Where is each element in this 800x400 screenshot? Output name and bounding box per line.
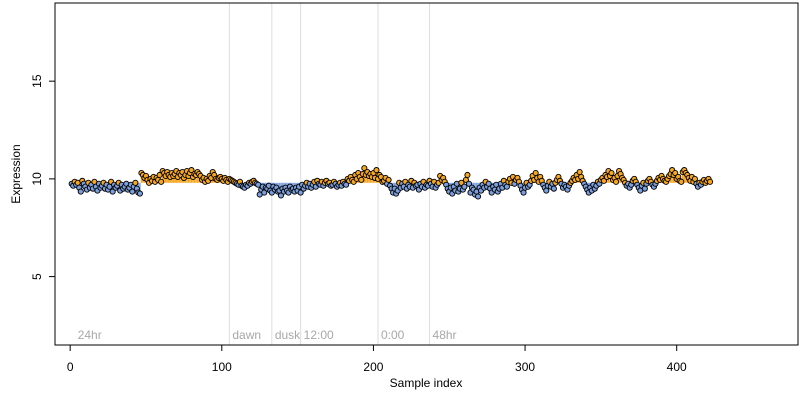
data-point	[532, 169, 539, 177]
x-tick-label: 100	[212, 360, 232, 374]
x-tick-label: 300	[515, 360, 535, 374]
data-point	[608, 169, 615, 177]
data-point	[188, 167, 195, 174]
data-point	[458, 179, 465, 186]
x-axis-title: Sample index	[390, 376, 463, 390]
y-tick-label: 5	[30, 273, 44, 280]
data-point	[277, 192, 284, 199]
y-tick-label: 10	[30, 172, 44, 186]
data-point	[678, 178, 685, 185]
data-point	[503, 183, 510, 190]
data-point	[343, 181, 350, 188]
data-point	[520, 189, 527, 196]
y-axis-title: Expression	[9, 144, 23, 203]
data-point	[475, 193, 482, 200]
data-point	[77, 188, 84, 195]
data-point	[576, 168, 583, 176]
y-tick-label: 15	[30, 74, 44, 88]
data-point	[707, 178, 714, 185]
x-tick-label: 0	[67, 360, 74, 374]
annotation-label-1: dawn	[232, 328, 261, 342]
data-point	[136, 190, 143, 197]
annotation-label-0: 24hr	[78, 328, 102, 342]
annotation-label-3: 12:00	[304, 328, 334, 342]
data-point	[672, 169, 679, 177]
x-tick-label: 200	[363, 360, 383, 374]
annotation-lines	[228, 3, 431, 345]
data-point	[158, 178, 165, 185]
data-point	[543, 187, 550, 194]
data-point	[464, 171, 471, 179]
annotation-labels: 24hr dawn dusk 12:00 0:00 48hr	[78, 328, 457, 342]
data-point	[461, 183, 468, 190]
y-axis: 5 10 15	[30, 74, 56, 280]
data-point	[465, 180, 473, 187]
data-point	[385, 176, 392, 183]
x-tick-label: 400	[667, 360, 687, 374]
data-point	[550, 185, 557, 192]
data-point	[109, 188, 116, 195]
data-point	[691, 175, 698, 182]
data-point	[132, 179, 139, 186]
x-axis: 0 100 200 300 400	[67, 344, 687, 374]
data-points	[68, 165, 714, 200]
data-point	[361, 165, 368, 172]
data-point	[358, 176, 365, 183]
data-point	[297, 189, 304, 196]
data-point	[373, 167, 380, 174]
data-point	[600, 177, 607, 184]
data-point	[612, 178, 620, 185]
annotation-label-4: 0:00	[381, 328, 405, 342]
annotation-label-5: 48hr	[433, 328, 457, 342]
annotation-label-2: dusk	[275, 328, 301, 342]
data-point	[641, 185, 648, 192]
